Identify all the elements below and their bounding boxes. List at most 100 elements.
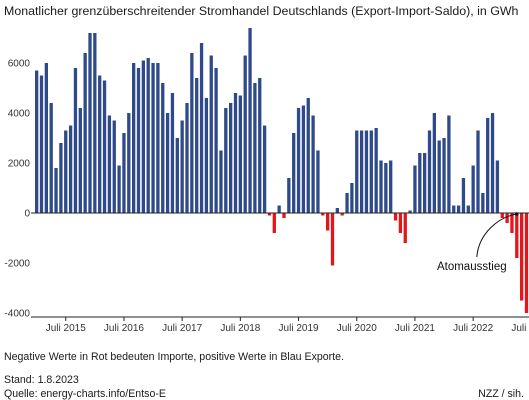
bar-2018-04 <box>224 108 228 213</box>
bar-2017-04 <box>165 113 170 213</box>
bar-2015-02 <box>39 75 44 213</box>
bar-2019-04 <box>282 213 286 218</box>
bar-2018-08 <box>243 55 247 213</box>
annotation-dot <box>515 212 519 216</box>
bar-2020-01 <box>326 213 330 231</box>
bar-2020-02 <box>330 213 335 266</box>
bar-2015-03 <box>44 63 48 213</box>
y-axis-ticks: 6000 4000 2000 0 -2000 -4000 <box>4 59 30 320</box>
bar-2017-07 <box>180 120 184 213</box>
bar-2020-07 <box>355 130 359 213</box>
bar-2021-10 <box>427 130 432 213</box>
bar-2016-12 <box>146 58 150 213</box>
bar-2022-02 <box>447 115 451 213</box>
bar-2021-05 <box>403 213 407 243</box>
bar-2021-09 <box>423 153 427 213</box>
x-tick-label: Juli 2015 <box>46 323 86 334</box>
x-tick-label: Juli 2018 <box>220 323 260 334</box>
bar-2022-10 <box>486 118 490 213</box>
caption: Negative Werte in Rot bedeuten Importe, … <box>4 351 344 363</box>
x-tick-label: Juli 2023 <box>511 323 529 334</box>
bar-2020-05 <box>345 193 349 213</box>
bar-2015-01 <box>35 70 39 213</box>
y-tick-label: 4000 <box>8 109 31 120</box>
bar-2022-12 <box>495 160 500 213</box>
date-note: Stand: 1.8.2023 <box>4 374 79 386</box>
x-tick-label: Juli 2019 <box>279 323 319 334</box>
credit-note: NZZ / sih. <box>478 388 524 400</box>
x-tick-label: Juli 2017 <box>162 323 202 334</box>
bar-2015-10 <box>78 108 82 213</box>
y-tick-label: 2000 <box>8 159 31 170</box>
bar-2022-11 <box>490 113 495 213</box>
bar-2022-04 <box>456 205 461 213</box>
bar-2017-10 <box>195 78 199 213</box>
bar-2015-07 <box>64 130 68 213</box>
x-tick-label: Juli 2016 <box>104 323 144 334</box>
bar-2023-05 <box>520 213 524 301</box>
bar-2018-07 <box>238 95 242 213</box>
bar-2018-02 <box>214 68 218 213</box>
bar-2018-09 <box>248 28 252 213</box>
bar-2016-06 <box>117 165 121 213</box>
bar-2023-06 <box>524 213 529 313</box>
bar-2017-08 <box>185 103 189 213</box>
bar-2023-04 <box>515 213 519 258</box>
annotation-label: Atomausstieg <box>437 261 507 273</box>
bar-2020-06 <box>350 183 354 213</box>
bar-2017-11 <box>199 43 204 213</box>
x-tick-label: Juli 2022 <box>453 323 493 334</box>
bar-2015-08 <box>68 125 73 213</box>
bar-2023-02 <box>505 213 509 223</box>
bar-2020-08 <box>359 130 364 213</box>
source-note: Quelle: energy-charts.info/Entso-E <box>4 388 166 400</box>
x-tick-label: Juli 2020 <box>337 323 377 334</box>
y-tick-label: -4000 <box>4 309 30 320</box>
bar-2016-07 <box>122 133 126 213</box>
bar-2021-03 <box>393 213 398 221</box>
x-axis: Juli 2015 Juli 2016 Juli 2017 Juli 2018 Juli… <box>31 316 529 334</box>
bar-2017-06 <box>175 138 179 213</box>
bar-2015-09 <box>73 68 78 213</box>
bar-2016-10 <box>136 68 141 213</box>
bar-2023-01 <box>500 213 504 218</box>
bar-2023-03 <box>510 213 514 233</box>
bar-2019-10 <box>311 115 315 213</box>
bar-2021-08 <box>418 153 422 213</box>
bar-2021-07 <box>413 165 417 213</box>
bar-2022-03 <box>452 205 456 213</box>
bar-2022-07 <box>471 165 475 213</box>
bar-2019-05 <box>287 178 291 213</box>
bar-2021-11 <box>432 113 436 213</box>
bar-2021-06 <box>408 210 412 213</box>
bar-2017-09 <box>190 53 194 213</box>
bar-2020-10 <box>369 130 373 213</box>
bar-2016-09 <box>132 63 136 213</box>
bar-2020-03 <box>335 208 339 213</box>
bar-2019-01 <box>267 213 272 216</box>
bar-2017-05 <box>170 93 175 213</box>
bar-2020-09 <box>364 130 369 213</box>
bar-2019-02 <box>272 213 276 233</box>
bar-2022-05 <box>461 178 466 213</box>
bar-2022-08 <box>476 130 480 213</box>
y-tick-label: 0 <box>24 209 30 220</box>
bar-2021-04 <box>398 213 403 233</box>
bar-2019-08 <box>301 105 306 213</box>
bar-2018-05 <box>229 103 233 213</box>
bar-2016-02 <box>98 75 102 213</box>
bar-2016-04 <box>107 115 112 213</box>
bar-2015-06 <box>59 143 63 213</box>
bar-2022-09 <box>481 193 485 213</box>
y-tick-label: 6000 <box>8 59 31 70</box>
bar-2016-01 <box>93 33 97 213</box>
bar-2018-06 <box>233 93 238 213</box>
bar-2019-09 <box>306 98 310 213</box>
bar-2019-12 <box>321 213 325 216</box>
bar-2019-07 <box>296 108 301 213</box>
bar-2017-01 <box>151 63 155 213</box>
bar-2015-11 <box>83 53 87 213</box>
bar-2017-02 <box>156 63 160 213</box>
annotation-pointer <box>476 213 517 258</box>
